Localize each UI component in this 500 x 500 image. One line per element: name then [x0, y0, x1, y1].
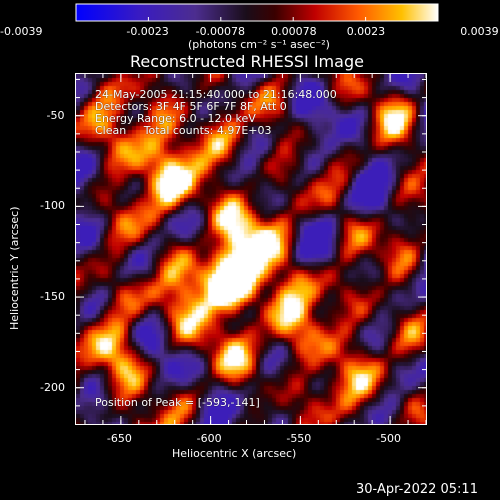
y-tick-label: -200: [40, 380, 65, 394]
x-tick-label: -600: [196, 432, 222, 445]
colorbar-ticks: [75, 17, 439, 21]
x-tick-label: -650: [106, 432, 132, 445]
annotation-energy: Energy Range: 6.0 - 12.0 keV: [95, 112, 256, 125]
y-tick-label: -150: [40, 290, 65, 304]
colorbar-tick-label: -0.0023: [126, 25, 169, 38]
colorbar-gradient: [75, 3, 439, 22]
colorbar-tick-label: -0.0039: [0, 25, 43, 38]
colorbar-tick-label: 0.0039: [460, 25, 499, 38]
colorbar-tick-label: 0.0023: [346, 25, 386, 38]
annotation-clean: Clean Total counts: 4.97E+03: [95, 124, 272, 137]
plot-frame: [75, 73, 427, 425]
heatmap-image: [76, 74, 426, 424]
colorbar-tick-label: 0.00078: [271, 25, 317, 38]
annotation-time-range: 24-May-2005 21:15:40.000 to 21:16:48.000: [95, 88, 337, 101]
x-tick-label: -550: [286, 432, 312, 445]
axis-ticks: [76, 74, 427, 424]
annotation-detectors: Detectors: 3F 4F 5F 6F 7F 8F, Att 0: [95, 100, 287, 113]
colorbar-tick-label: -0.00078: [195, 25, 246, 38]
chart-title: Reconstructed RHESSI Image: [130, 52, 364, 71]
y-tick-label: -100: [40, 199, 65, 213]
x-axis-label: Heliocentric X (arcsec): [172, 447, 297, 460]
annotation-peak-position: Position of Peak = [-593,-141]: [95, 396, 260, 409]
y-tick-label: -50: [46, 108, 65, 122]
heatmap-plot: [76, 74, 426, 424]
footer-timestamp: 30-Apr-2022 05:11: [356, 482, 478, 497]
colorbar-units-label: (photons cm⁻² s⁻¹ asec⁻²): [188, 38, 330, 51]
x-tick-label: -500: [376, 432, 402, 445]
y-axis-label: Heliocentric Y (arcsec): [8, 206, 21, 330]
